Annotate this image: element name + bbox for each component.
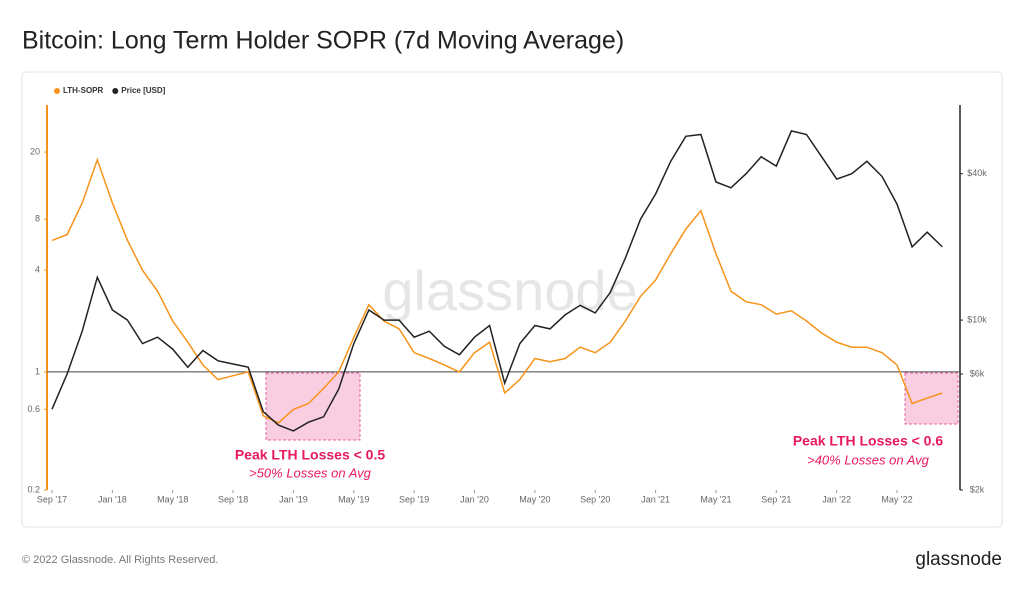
y-tick-label: 8 <box>35 214 40 224</box>
y2-tick-label: $6k <box>970 368 985 378</box>
x-tick-label: Sep '19 <box>399 494 429 504</box>
y2-tick-label: $10k <box>967 314 987 324</box>
x-tick-label: May '22 <box>881 494 912 504</box>
x-tick-label: May '21 <box>700 494 731 504</box>
x-tick-label: Sep '21 <box>761 494 791 504</box>
x-tick-label: Sep '20 <box>580 494 610 504</box>
chart-panel <box>21 71 1003 528</box>
x-tick-label: Sep '18 <box>218 494 248 504</box>
chart-title: Bitcoin: Long Term Holder SOPR (7d Movin… <box>22 27 624 55</box>
y-tick-label: 20 <box>30 146 40 156</box>
x-tick-label: Jan '18 <box>98 494 127 504</box>
highlight-box <box>904 372 959 425</box>
annotation-title: Peak LTH Losses < 0.5 <box>235 447 386 463</box>
annotation-title: Peak LTH Losses < 0.6 <box>793 433 944 449</box>
legend-swatch <box>112 88 119 94</box>
legend-label: LTH-SOPR <box>63 86 104 95</box>
x-tick-label: May '18 <box>157 494 188 504</box>
series-line <box>51 157 943 424</box>
annotation-text: >40% Losses on Avg <box>807 452 930 467</box>
y2-tick-label: $2k <box>970 484 985 494</box>
x-tick-label: Jan '22 <box>822 494 851 504</box>
series-line <box>51 130 943 432</box>
x-tick-label: Jan '19 <box>279 494 308 504</box>
logo: glassnode <box>915 549 1002 570</box>
x-tick-label: Jan '20 <box>460 494 489 504</box>
x-tick-label: May '20 <box>519 494 550 504</box>
legend-swatch <box>54 88 60 94</box>
watermark: glassnode <box>382 259 637 322</box>
x-tick-label: Jan '21 <box>641 494 670 504</box>
x-tick-label: Sep '17 <box>37 494 67 504</box>
highlight-box <box>265 372 361 441</box>
legend-label: Price [USD] <box>121 86 165 95</box>
annotation-text: >50% Losses on Avg <box>249 465 372 480</box>
footer: © 2022 Glassnode. All Rights Reserved. <box>22 554 218 566</box>
y-tick-label: 4 <box>35 265 40 275</box>
x-tick-label: May '19 <box>338 494 369 504</box>
y-tick-label: 0.2 <box>27 484 40 494</box>
y-tick-label: 1 <box>35 366 40 376</box>
y-tick-label: 0.6 <box>27 404 40 414</box>
y2-tick-label: $40k <box>967 168 987 178</box>
